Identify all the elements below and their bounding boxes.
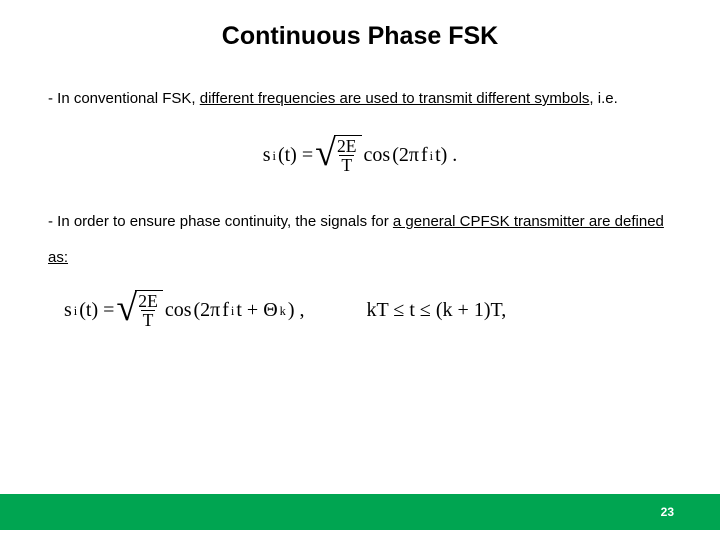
f1-open: (2π [392, 144, 419, 167]
slide: { "title": { "text": "Continuous Phase F… [0, 0, 720, 540]
f2-num: 2E [136, 292, 160, 310]
radical-icon: √ [315, 138, 336, 179]
f2-t: (t) = [79, 299, 114, 322]
f2-range: kT ≤ t ≤ (k + 1)T, [367, 299, 507, 322]
paragraph-1: - In conventional FSK, different frequen… [48, 81, 672, 117]
f2-cos: cos [165, 299, 192, 322]
f1-close: t) . [435, 144, 457, 167]
paragraph-2: - In order to ensure phase continuity, t… [48, 204, 672, 276]
f1-fi: i [430, 149, 433, 164]
para2-prefix: - In order to ensure phase continuity, t… [48, 213, 393, 230]
slide-body: - In conventional FSK, different frequen… [0, 51, 720, 331]
formula-1: si(t) = √ 2E T cos (2πfit) . [263, 135, 458, 176]
f2-sqrt: √ 2E T [116, 290, 162, 331]
para1-underlined: different frequencies are used to transm… [200, 90, 590, 107]
f2-frac: 2E T [136, 292, 160, 330]
f1-i: i [273, 149, 276, 164]
f1-den: T [339, 155, 354, 174]
f2-s: s [64, 299, 72, 322]
para1-prefix: - In conventional FSK, [48, 90, 200, 107]
page-number: 23 [661, 505, 674, 519]
f2-i: i [74, 304, 77, 319]
f1-s: s [263, 144, 271, 167]
formula-1-block: si(t) = √ 2E T cos (2πfit) . [48, 135, 672, 176]
f1-root-body: 2E T [334, 135, 362, 176]
f1-sqrt: √ 2E T [315, 135, 361, 176]
f2-open: (2π [193, 299, 220, 322]
f2-close: ) , [288, 299, 305, 322]
f2-k: k [280, 304, 286, 319]
formula-2: si(t) = √ 2E T cos (2πfit + Θk) , kT ≤ t… [64, 290, 506, 331]
slide-title: Continuous Phase FSK [0, 0, 720, 51]
f1-num: 2E [335, 137, 359, 155]
footer-bar: 23 [0, 494, 720, 530]
f2-mid: t + Θ [236, 299, 277, 322]
f1-cos: cos [364, 144, 391, 167]
f1-t: (t) = [278, 144, 313, 167]
f2-den: T [141, 310, 156, 329]
formula-2-block: si(t) = √ 2E T cos (2πfit + Θk) , kT ≤ t… [48, 290, 672, 331]
f2-root-body: 2E T [135, 290, 163, 331]
f2-f: f [222, 299, 229, 322]
f1-f: f [421, 144, 428, 167]
f1-frac: 2E T [335, 137, 359, 175]
f2-fi: i [231, 304, 234, 319]
para1-suffix: , i.e. [589, 90, 617, 107]
radical-icon: √ [116, 293, 137, 334]
